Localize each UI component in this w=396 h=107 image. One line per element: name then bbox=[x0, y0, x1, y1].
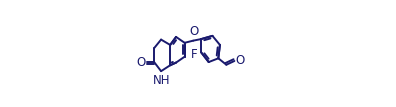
Text: F: F bbox=[190, 48, 197, 61]
Text: O: O bbox=[189, 25, 198, 38]
Text: O: O bbox=[137, 56, 146, 69]
Text: NH: NH bbox=[153, 74, 170, 87]
Text: O: O bbox=[235, 54, 244, 67]
